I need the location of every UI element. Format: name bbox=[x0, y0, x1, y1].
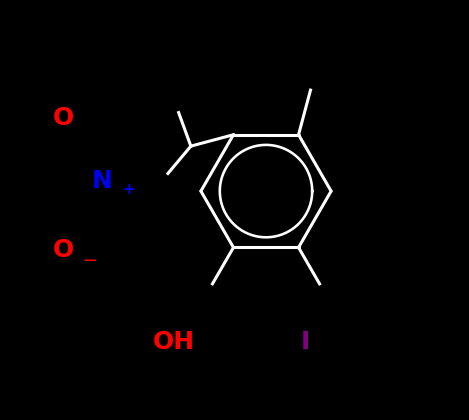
Text: N: N bbox=[92, 168, 113, 193]
Text: −: − bbox=[82, 252, 97, 270]
Text: I: I bbox=[301, 330, 310, 354]
Text: +: + bbox=[122, 182, 135, 197]
Text: OH: OH bbox=[152, 330, 195, 354]
Text: O: O bbox=[53, 238, 74, 262]
Text: O: O bbox=[53, 105, 74, 130]
